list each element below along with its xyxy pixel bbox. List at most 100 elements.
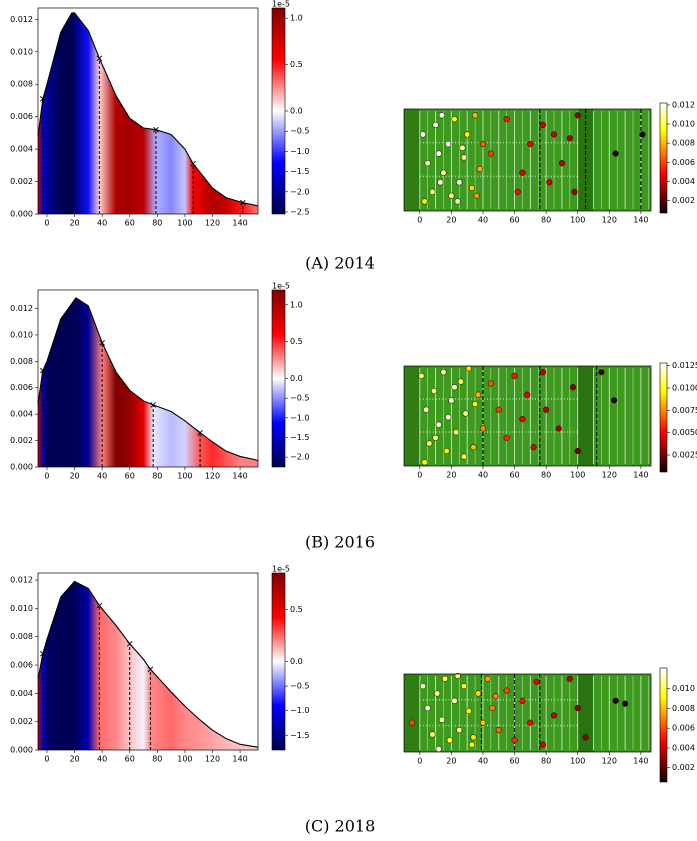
x-tick-label: 40 — [478, 757, 488, 766]
player-point — [438, 716, 445, 723]
x-tick-label: 120 — [602, 216, 617, 225]
player-point — [445, 414, 452, 421]
marker — [40, 96, 46, 102]
marker — [40, 650, 46, 657]
player-point — [539, 741, 547, 748]
player-point — [558, 160, 565, 167]
colorbar-tick-label: 0.5 — [290, 337, 303, 346]
x-tick-label: 20 — [446, 471, 456, 480]
colorbar-offset-label: 1e-5 — [272, 282, 290, 291]
colorbar-tick-label: 0.006 — [672, 724, 695, 733]
player-point — [479, 719, 487, 726]
player-point — [445, 140, 452, 148]
player-point — [473, 192, 480, 199]
player-point — [598, 369, 605, 376]
colorbar — [659, 362, 668, 473]
x-tick-label: 120 — [602, 757, 617, 766]
player-point — [456, 179, 463, 186]
player-point — [472, 112, 479, 119]
player-point — [443, 447, 450, 455]
colorbar-tick-label: −1.0 — [290, 413, 309, 422]
x-tick-label: 80 — [541, 216, 551, 225]
player-point — [472, 401, 479, 408]
colorbar-tick-label: −0.5 — [290, 682, 309, 691]
colorbar-tick-label: −1.0 — [290, 147, 309, 156]
player-point — [546, 179, 553, 186]
y-tick-label: 0.000 — [10, 463, 33, 472]
colorbar-tick-label: −0.5 — [290, 127, 309, 136]
colorbar-tick-label: 0.5 — [290, 605, 303, 614]
player-point — [566, 675, 573, 682]
x-tick-label: 0 — [417, 216, 422, 225]
y-tick-label: 0.010 — [10, 604, 33, 613]
colorbar-tick-label: 0.0075 — [672, 406, 697, 415]
player-point — [639, 131, 646, 138]
y-tick-label: 0.006 — [10, 112, 33, 121]
caption: (A) 2014 — [305, 254, 375, 273]
colorbar-offset-label: 1e-5 — [272, 0, 290, 9]
colorbar-tick-label: −1.0 — [290, 706, 309, 715]
player-point — [451, 697, 458, 704]
colorbar — [271, 289, 286, 468]
y-tick-label: 0.002 — [10, 177, 33, 186]
player-point — [465, 707, 472, 715]
player-point — [533, 678, 540, 685]
player-point — [622, 700, 629, 707]
player-point — [464, 131, 471, 138]
colorbar — [659, 102, 668, 214]
plot-frame — [37, 572, 259, 751]
end-zone — [404, 366, 420, 466]
player-point — [432, 121, 439, 128]
player-point — [451, 116, 458, 123]
player-point — [457, 378, 464, 385]
x-tick-label: 60 — [509, 757, 519, 766]
x-tick-label: 40 — [97, 219, 107, 228]
colorbar-tick-label: 0.010 — [672, 120, 695, 129]
x-tick-label: 120 — [205, 219, 220, 228]
end-zone — [404, 109, 420, 211]
y-tick-label: 0.012 — [10, 304, 33, 313]
x-tick-label: 140 — [633, 757, 648, 766]
player-point — [432, 434, 439, 441]
x-tick-label: 20 — [446, 216, 456, 225]
player-point — [476, 165, 483, 172]
player-point — [487, 380, 494, 387]
player-point — [495, 406, 502, 413]
player-point — [582, 734, 589, 741]
player-point — [527, 140, 534, 148]
player-point — [569, 384, 577, 391]
player-point — [527, 719, 534, 726]
player-point — [419, 131, 427, 138]
player-point — [434, 690, 441, 697]
field — [404, 109, 651, 211]
player-point — [435, 150, 442, 157]
marker — [150, 402, 156, 408]
player-point — [543, 406, 550, 413]
player-point — [610, 397, 618, 404]
colorbar-tick-label: 1.0 — [290, 14, 303, 23]
marker — [190, 160, 196, 167]
player-point — [419, 683, 427, 690]
player-point — [429, 188, 436, 195]
y-tick-label: 0.000 — [10, 746, 33, 755]
player-point — [408, 719, 415, 726]
player-point — [462, 410, 469, 417]
colorbar-tick-label: 0.004 — [672, 743, 695, 752]
x-tick-label: 120 — [205, 755, 220, 764]
x-tick-label: 100 — [570, 471, 585, 480]
heat-fill — [38, 297, 258, 467]
x-tick-label: 0 — [44, 472, 49, 481]
x-tick-label: 60 — [125, 755, 135, 764]
player-point — [460, 154, 468, 161]
player-point — [430, 387, 438, 395]
x-tick-label: 40 — [97, 755, 107, 764]
x-tick-label: 120 — [205, 472, 220, 481]
player-point — [503, 116, 510, 123]
player-point — [511, 372, 518, 379]
colorbar-tick-label: −1.5 — [290, 731, 309, 740]
end-zone — [404, 674, 420, 752]
player-point — [448, 397, 455, 404]
end-zone — [577, 674, 594, 752]
caption: (B) 2016 — [305, 533, 375, 552]
